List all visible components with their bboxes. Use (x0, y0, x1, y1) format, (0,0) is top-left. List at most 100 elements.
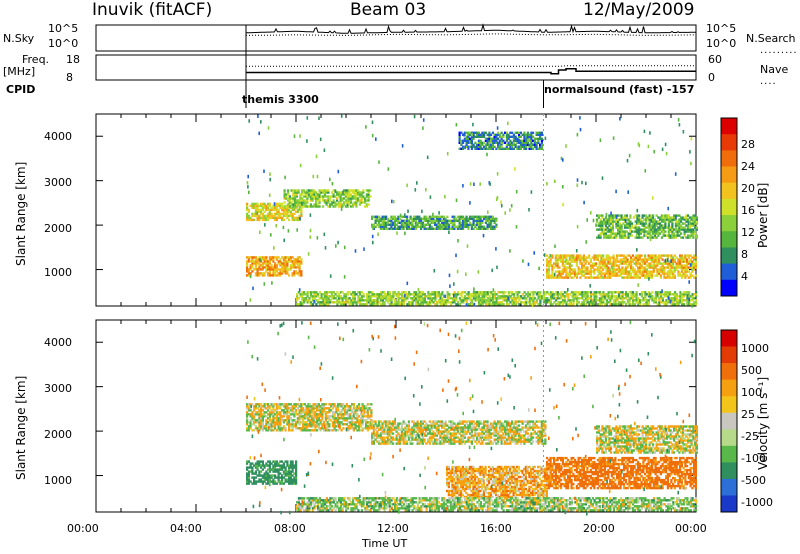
power-cell (546, 291, 549, 294)
power-cell (636, 230, 639, 233)
power-cell (491, 219, 494, 222)
power-cell (635, 258, 638, 261)
power-speck (581, 180, 583, 185)
velocity-cell (342, 427, 345, 430)
power-cell (323, 189, 326, 192)
power-cell (373, 293, 376, 296)
power-cell (584, 262, 587, 265)
power-cell (441, 293, 444, 296)
power-cell (282, 268, 285, 271)
power-cell (367, 203, 370, 206)
power-cell (532, 147, 535, 150)
power-cell (553, 293, 556, 296)
power-cell (306, 197, 309, 200)
power-cell (532, 303, 535, 306)
power-cell (598, 268, 601, 271)
power-speck (471, 132, 473, 137)
power-cell (621, 291, 624, 294)
power-cell (666, 270, 669, 273)
power-cell (637, 297, 640, 300)
power-cell (402, 297, 405, 300)
power-cell (645, 264, 648, 267)
power-cell (498, 143, 501, 146)
power-cell (691, 264, 694, 267)
power-cell (582, 254, 585, 257)
power-cell (395, 295, 398, 298)
power-cell (464, 299, 467, 302)
power-cell (490, 217, 493, 220)
power-cell (463, 131, 466, 134)
power-cell (544, 301, 547, 304)
nsky-label: N.Sky (3, 32, 35, 45)
power-cell (283, 197, 286, 200)
power-cell (275, 216, 278, 220)
power-cell (567, 293, 570, 296)
power-cell (409, 293, 412, 296)
power-cell (624, 236, 627, 239)
power-cell (633, 295, 636, 298)
power-cell (352, 291, 355, 294)
power-cell (331, 291, 334, 294)
power-cell (646, 226, 649, 229)
power-cell (607, 266, 610, 269)
power-cell (249, 256, 252, 259)
power-cell (502, 295, 505, 298)
power-cell (313, 193, 316, 196)
xtick-1600: 16:00 (480, 522, 512, 535)
power-cell (672, 293, 675, 296)
power-cell (479, 225, 482, 228)
power-cell (608, 236, 611, 239)
power-cell (647, 291, 650, 294)
power-cell (664, 224, 667, 227)
power-cell (274, 212, 277, 216)
power-cell (527, 301, 530, 304)
power-cell (606, 226, 609, 229)
power-cell (460, 225, 463, 228)
power-cell (633, 276, 636, 279)
power-cell (556, 270, 559, 273)
power-cell (647, 274, 650, 277)
power-cell (265, 216, 268, 220)
power-cell (665, 301, 668, 304)
power-cell (383, 227, 386, 230)
power-cell (357, 291, 360, 294)
power-cell (258, 214, 261, 218)
power-cell (554, 264, 557, 267)
power-cell (275, 206, 278, 210)
power-speck (592, 218, 595, 223)
power-cell (460, 293, 463, 296)
power-speck (433, 269, 436, 273)
power-cell (675, 293, 678, 296)
power-cell (561, 268, 564, 271)
power-cell (590, 295, 593, 298)
power-speck (469, 201, 471, 205)
power-cell (478, 303, 481, 306)
power-cell (467, 295, 470, 298)
power-cell (521, 133, 524, 136)
power-cell (621, 301, 624, 304)
power-cell (630, 295, 633, 298)
power-cell (597, 228, 600, 231)
power-cell (654, 299, 657, 302)
power-cell (643, 232, 646, 235)
nsearch-tick-top: 10^5 (706, 22, 737, 35)
power-cell (416, 221, 419, 224)
power-cell (596, 254, 599, 257)
power-cell (518, 145, 521, 148)
power-cell (596, 256, 599, 259)
power-cell (399, 301, 402, 304)
power-cell (665, 303, 668, 306)
power-cell (484, 131, 487, 134)
power-cell (535, 137, 538, 140)
power-speck (299, 134, 301, 138)
power-cell (481, 219, 484, 222)
power-cell (301, 295, 304, 298)
power-cell (684, 272, 687, 275)
power-cell (686, 266, 689, 269)
power-cell (652, 268, 655, 271)
power-cell (694, 274, 697, 277)
power-cell (628, 270, 631, 273)
power-cell (385, 293, 388, 296)
power-cell (402, 215, 405, 218)
power-cell (318, 191, 321, 194)
